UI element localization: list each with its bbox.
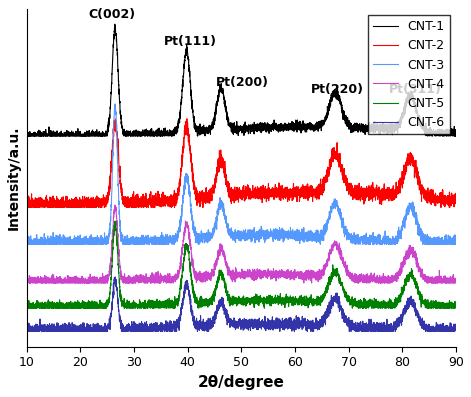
- CNT-3: [204, 232, 210, 237]
- CNT-5: [24, 306, 30, 310]
- CNT-4: [453, 277, 459, 282]
- CNT-5: [419, 292, 424, 297]
- Line: CNT-1: CNT-1: [26, 24, 456, 136]
- CNT-1: [419, 123, 424, 128]
- Line: CNT-6: CNT-6: [26, 277, 456, 331]
- CNT-4: [336, 245, 341, 250]
- CNT-6: [336, 302, 341, 306]
- CNT-6: [419, 322, 424, 326]
- CNT-1: [204, 131, 210, 135]
- Line: CNT-3: CNT-3: [26, 104, 456, 244]
- Line: CNT-5: CNT-5: [26, 221, 456, 308]
- CNT-4: [204, 276, 210, 281]
- CNT-6: [228, 316, 234, 321]
- CNT-5: [228, 300, 234, 305]
- CNT-5: [208, 300, 213, 304]
- CNT-1: [24, 132, 29, 137]
- CNT-2: [228, 191, 234, 196]
- CNT-5: [112, 219, 118, 224]
- CNT-1: [440, 133, 446, 138]
- CNT-6: [24, 329, 30, 334]
- Line: CNT-4: CNT-4: [26, 205, 456, 283]
- Text: Pt(200): Pt(200): [216, 75, 268, 89]
- CNT-6: [453, 326, 459, 330]
- CNT-2: [24, 204, 29, 209]
- CNT-1: [336, 98, 341, 103]
- CNT-4: [419, 272, 424, 276]
- CNT-4: [24, 276, 29, 281]
- CNT-2: [453, 191, 459, 196]
- CNT-1: [228, 122, 234, 127]
- Legend: CNT-1, CNT-2, CNT-3, CNT-4, CNT-5, CNT-6: CNT-1, CNT-2, CNT-3, CNT-4, CNT-5, CNT-6: [368, 15, 450, 134]
- CNT-2: [204, 198, 210, 203]
- CNT-3: [336, 206, 341, 210]
- CNT-5: [204, 297, 210, 302]
- Text: C(002): C(002): [88, 8, 135, 21]
- CNT-6: [24, 326, 29, 331]
- CNT-2: [184, 116, 190, 121]
- CNT-5: [453, 306, 459, 310]
- CNT-6: [113, 274, 118, 279]
- CNT-3: [453, 242, 459, 247]
- CNT-3: [25, 242, 31, 247]
- Text: Pt(220): Pt(220): [311, 83, 364, 96]
- CNT-3: [112, 102, 118, 106]
- X-axis label: 2θ/degree: 2θ/degree: [198, 375, 285, 390]
- Text: Pt(111): Pt(111): [163, 35, 217, 48]
- CNT-3: [228, 235, 234, 240]
- CNT-3: [419, 237, 424, 241]
- CNT-5: [336, 278, 341, 282]
- CNT-6: [208, 324, 213, 329]
- CNT-5: [440, 304, 446, 309]
- CNT-6: [440, 328, 446, 332]
- CNT-4: [208, 274, 213, 279]
- CNT-3: [24, 240, 29, 245]
- CNT-1: [112, 22, 118, 27]
- Line: CNT-2: CNT-2: [26, 119, 456, 208]
- CNT-2: [336, 158, 341, 162]
- CNT-4: [440, 280, 446, 285]
- CNT-4: [228, 272, 234, 277]
- CNT-2: [208, 191, 213, 196]
- Y-axis label: Intensity/a.u.: Intensity/a.u.: [7, 125, 21, 230]
- CNT-1: [24, 133, 29, 138]
- CNT-3: [440, 239, 446, 244]
- CNT-1: [453, 131, 459, 135]
- CNT-2: [440, 200, 446, 204]
- CNT-2: [419, 190, 424, 195]
- Text: Pt(311): Pt(311): [389, 83, 442, 96]
- CNT-3: [208, 232, 213, 237]
- CNT-5: [24, 302, 29, 306]
- CNT-2: [24, 205, 30, 210]
- CNT-4: [24, 281, 29, 285]
- CNT-1: [208, 128, 213, 133]
- CNT-4: [112, 203, 117, 208]
- CNT-6: [204, 322, 210, 327]
